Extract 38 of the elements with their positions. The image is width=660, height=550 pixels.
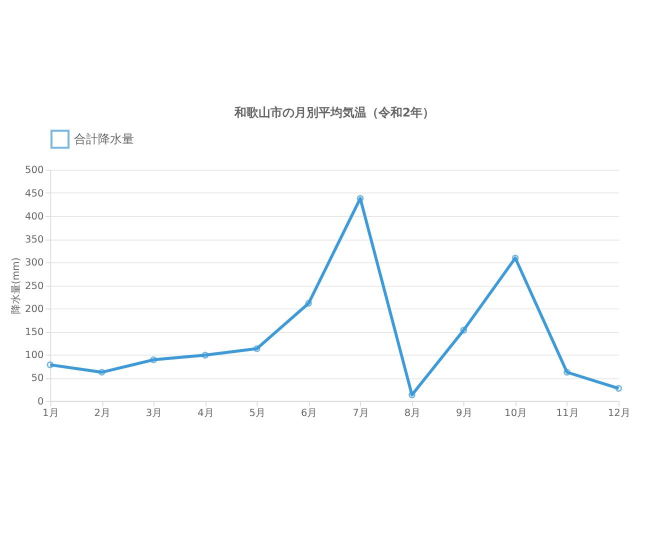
y-tick-label: 450 bbox=[25, 188, 44, 200]
x-tick-label: 12月 bbox=[608, 408, 630, 420]
point bbox=[98, 368, 106, 376]
y-tick-label: 250 bbox=[25, 280, 44, 292]
chart-title: 和歌山市の月別平均気温（令和2年） bbox=[233, 106, 435, 120]
x-tick-label: 5月 bbox=[249, 408, 266, 420]
legend-label: 合計降水量 bbox=[74, 132, 134, 146]
y-tick-label: 100 bbox=[25, 350, 44, 362]
x-tick-label: 3月 bbox=[146, 408, 162, 420]
x-tick-label: 6月 bbox=[300, 408, 318, 420]
point bbox=[253, 345, 260, 352]
y-tick-label: 500 bbox=[25, 165, 44, 176]
point bbox=[564, 368, 570, 376]
y-axis-title: 降水量(mm) bbox=[10, 257, 22, 314]
x-tick-label: 8月 bbox=[404, 408, 421, 420]
point bbox=[408, 391, 416, 398]
x-tick-label: 1月 bbox=[42, 408, 59, 420]
x-tick-label: 4月 bbox=[198, 408, 214, 420]
y-tick-label: 300 bbox=[25, 258, 44, 269]
y-tick-label: 350 bbox=[25, 234, 44, 246]
y-tick-label: 50 bbox=[31, 373, 44, 384]
x-tick-label: 2月 bbox=[94, 408, 110, 420]
y-tick-label: 400 bbox=[25, 211, 44, 222]
point bbox=[512, 254, 519, 262]
x-tick-label: 9月 bbox=[456, 408, 472, 420]
point bbox=[356, 194, 364, 202]
x-tick-label: 7月 bbox=[352, 408, 369, 420]
point bbox=[46, 361, 54, 368]
point bbox=[305, 300, 312, 307]
point bbox=[460, 326, 468, 334]
point bbox=[150, 356, 157, 364]
point bbox=[202, 352, 209, 359]
x-tick-label: 10月 bbox=[504, 408, 528, 420]
x-tick-label: 11月 bbox=[556, 408, 579, 420]
point bbox=[615, 385, 622, 392]
y-tick-label: 0 bbox=[38, 396, 44, 408]
y-tick-label: 200 bbox=[25, 304, 44, 315]
y-tick-label: 150 bbox=[25, 327, 44, 338]
